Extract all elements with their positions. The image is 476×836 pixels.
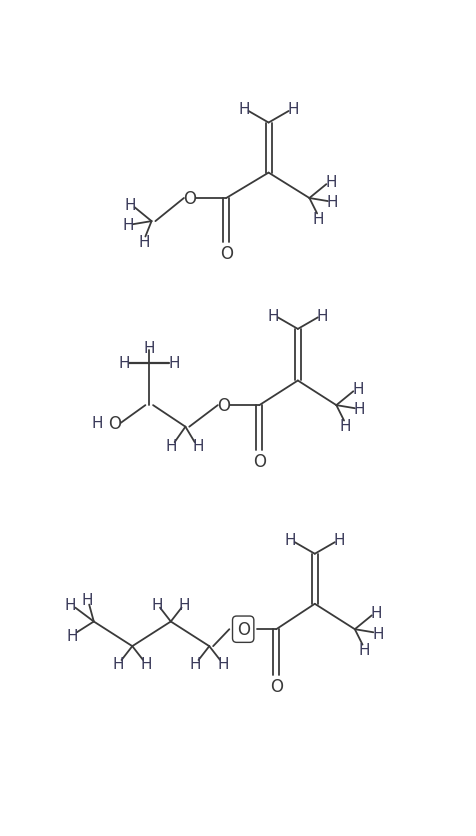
- Text: H: H: [67, 628, 78, 643]
- Text: H: H: [218, 655, 229, 670]
- Text: H: H: [327, 195, 338, 210]
- Text: H: H: [358, 642, 370, 657]
- Text: O: O: [237, 620, 250, 639]
- Text: H: H: [151, 598, 163, 612]
- Text: H: H: [268, 308, 279, 324]
- Text: H: H: [313, 212, 324, 227]
- Text: H: H: [288, 102, 299, 117]
- Text: O: O: [108, 415, 121, 432]
- Text: O: O: [220, 244, 233, 263]
- Text: H: H: [123, 218, 134, 233]
- Text: H: H: [65, 598, 77, 612]
- Text: H: H: [82, 593, 93, 608]
- Text: O: O: [253, 452, 266, 470]
- Text: H: H: [371, 605, 382, 620]
- Text: H: H: [179, 598, 190, 612]
- Text: H: H: [113, 655, 124, 670]
- Text: H: H: [140, 655, 152, 670]
- Text: H: H: [138, 234, 149, 249]
- Text: H: H: [124, 197, 136, 212]
- Text: O: O: [270, 677, 283, 696]
- Text: H: H: [354, 402, 365, 417]
- Text: H: H: [238, 102, 250, 117]
- Text: H: H: [284, 533, 296, 548]
- Text: H: H: [119, 356, 130, 371]
- Text: H: H: [352, 381, 364, 396]
- Text: H: H: [317, 308, 328, 324]
- Text: H: H: [372, 626, 384, 640]
- Text: O: O: [184, 190, 197, 208]
- Text: H: H: [143, 340, 155, 355]
- Text: H: H: [192, 438, 204, 453]
- Text: H: H: [190, 655, 201, 670]
- Text: H: H: [334, 533, 345, 548]
- Text: O: O: [218, 396, 230, 415]
- Text: H: H: [91, 415, 103, 431]
- Text: H: H: [166, 438, 178, 453]
- Text: H: H: [340, 418, 351, 433]
- Text: H: H: [168, 356, 179, 371]
- Text: H: H: [325, 175, 337, 189]
